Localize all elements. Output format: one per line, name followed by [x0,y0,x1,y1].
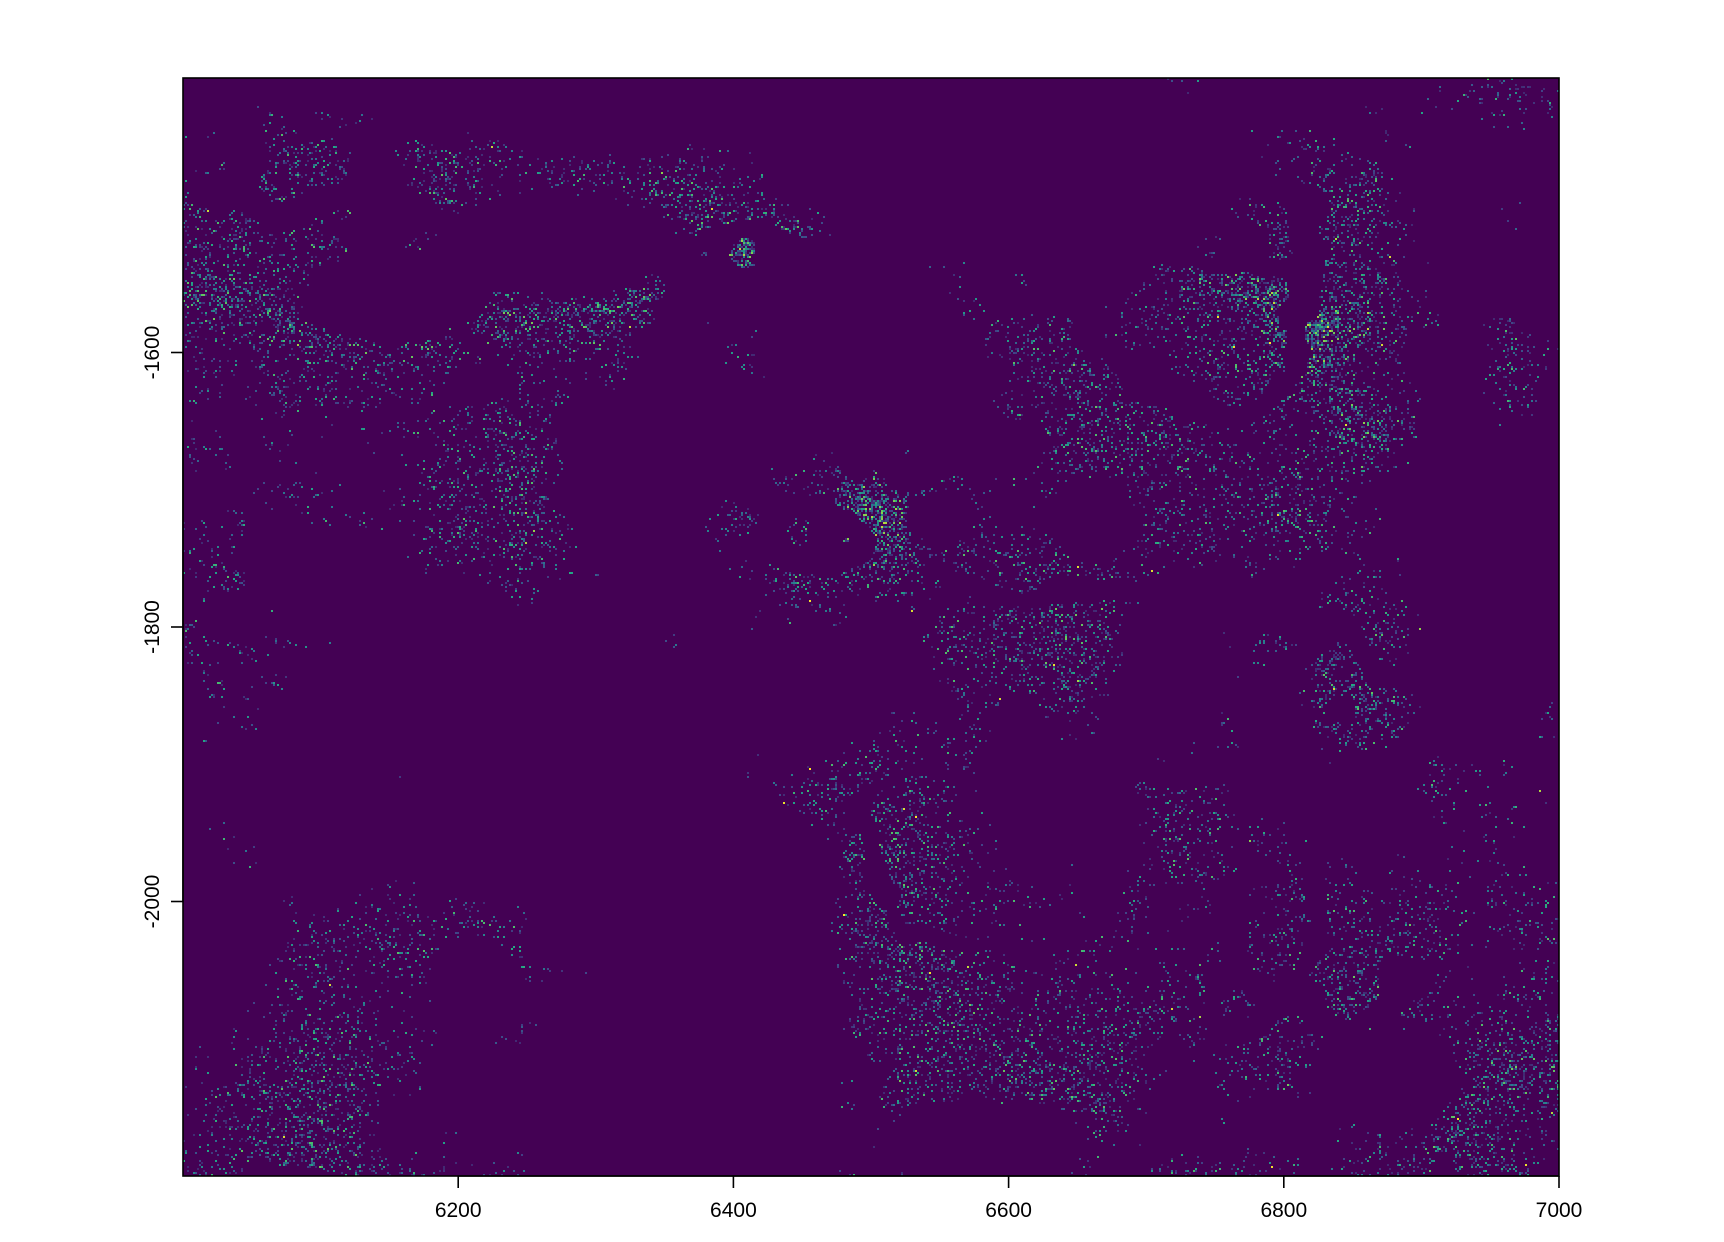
heatmap-image [183,78,1559,1176]
plot-frame [182,77,1560,1177]
y-axis: -1600 -1800 -2000 [141,326,184,929]
y-tick-label: -1800 [141,600,164,654]
x-tick-label: 6600 [985,1199,1032,1222]
x-axis: 6200 6400 6600 6800 7000 [435,1175,1583,1222]
y-tick-label: -1600 [141,326,164,380]
x-tick-label: 7000 [1536,1199,1583,1222]
x-tick-label: 6400 [710,1199,757,1222]
x-tick-label: 6200 [435,1199,482,1222]
x-tick-label: 6800 [1260,1199,1307,1222]
y-tick-label: -2000 [141,875,164,929]
